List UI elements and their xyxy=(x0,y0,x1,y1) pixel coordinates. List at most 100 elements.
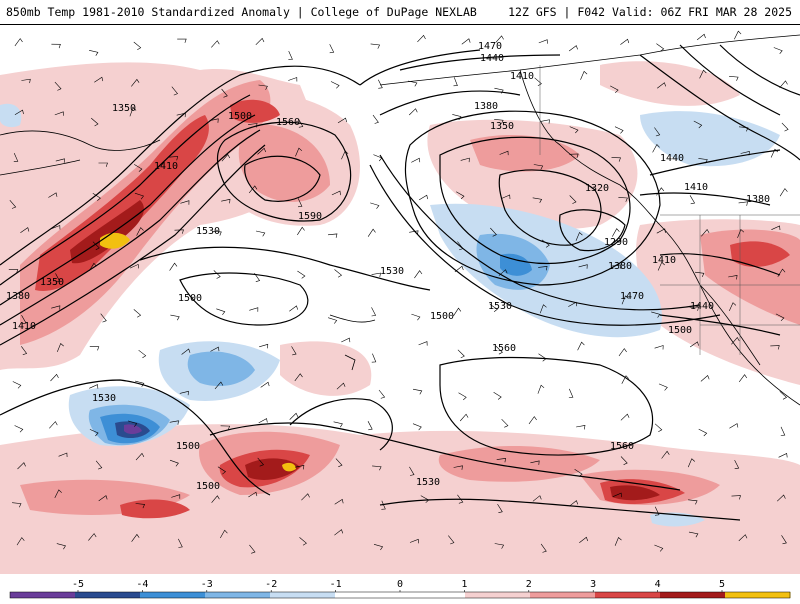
wind-barb xyxy=(779,391,788,400)
wind-barb xyxy=(456,191,465,200)
wind-barb xyxy=(373,154,383,162)
wind-barb xyxy=(577,341,585,351)
wind-barb xyxy=(740,151,750,156)
wind-barb xyxy=(299,537,307,546)
wind-barb xyxy=(179,390,189,396)
wind-barb xyxy=(779,188,788,197)
wind-barb xyxy=(778,453,788,458)
colorbar-tick-label: -2 xyxy=(265,579,277,590)
wind-barb xyxy=(327,233,338,238)
wind-barb xyxy=(569,153,579,158)
wind-barb xyxy=(134,164,143,172)
colorbar-segment xyxy=(660,592,726,598)
wind-barb xyxy=(698,158,708,164)
wind-barb xyxy=(569,126,579,134)
contour-label: 1500 xyxy=(178,293,202,304)
wind-barb xyxy=(537,384,545,394)
wind-barb xyxy=(170,314,180,321)
colorbar-tick-label: -5 xyxy=(72,579,84,590)
wind-barb xyxy=(54,489,62,499)
wind-barb xyxy=(575,231,583,241)
wind-barb xyxy=(770,345,780,350)
wind-barb xyxy=(220,529,228,539)
wind-barb xyxy=(254,273,261,282)
contour-label: 1440 xyxy=(480,53,504,64)
wind-barb xyxy=(12,502,22,508)
wind-barb xyxy=(411,313,421,321)
wind-barb xyxy=(100,313,107,323)
wind-barb xyxy=(781,122,789,132)
contour-label: 1440 xyxy=(690,301,714,312)
contour-label: 1410 xyxy=(12,321,36,332)
wind-barb xyxy=(533,164,544,170)
wind-barb xyxy=(249,307,259,312)
wind-barb xyxy=(497,503,503,513)
wind-barb xyxy=(771,225,781,231)
wind-barb xyxy=(457,241,464,251)
contour-label: 1380 xyxy=(6,291,30,302)
wind-barb xyxy=(20,227,30,234)
colorbar-segment xyxy=(205,592,271,598)
contour-label: 1350 xyxy=(40,277,64,288)
wind-barb xyxy=(612,492,622,498)
wind-barb xyxy=(654,544,664,552)
wind-barb xyxy=(780,426,786,436)
wind-barb xyxy=(656,228,666,234)
wind-barb xyxy=(329,44,335,54)
wind-barb xyxy=(528,416,537,425)
wind-barb xyxy=(98,495,108,502)
wind-barb xyxy=(217,466,227,475)
anomaly-shading-neg5 xyxy=(124,424,142,434)
wind-barb xyxy=(372,114,379,124)
wind-barb xyxy=(734,30,742,40)
wind-barb xyxy=(495,345,503,355)
contour-label: 1530 xyxy=(380,266,404,277)
contour-label: 1410 xyxy=(510,71,534,82)
contour-label: 1560 xyxy=(492,343,516,354)
wind-barb xyxy=(336,382,346,390)
wind-barb xyxy=(221,198,231,204)
wind-barb xyxy=(255,37,265,46)
wind-barb xyxy=(295,465,305,470)
wind-barb xyxy=(289,305,298,312)
wind-barb xyxy=(176,112,186,118)
wind-barb xyxy=(289,412,299,420)
wind-barb xyxy=(335,458,343,468)
wind-barb xyxy=(177,38,187,43)
wind-barb xyxy=(181,348,191,355)
wind-barb xyxy=(540,119,550,124)
wind-barb xyxy=(534,77,542,86)
wind-barb xyxy=(169,262,178,271)
colorbar-tick-label: -1 xyxy=(330,579,342,590)
wind-barb xyxy=(212,231,222,236)
colorbar-segment xyxy=(530,592,596,598)
wind-barb xyxy=(661,450,670,459)
wind-barb xyxy=(89,384,99,389)
wind-barb xyxy=(621,295,629,305)
wind-barb xyxy=(174,229,184,234)
wind-barb xyxy=(773,47,783,54)
wind-barb xyxy=(494,119,504,124)
wind-barb xyxy=(371,307,377,317)
wind-barb xyxy=(461,38,471,45)
wind-barb xyxy=(777,268,786,277)
wind-barb xyxy=(21,346,28,355)
wind-barb xyxy=(699,69,707,79)
wind-barb xyxy=(453,307,462,316)
wind-barb xyxy=(693,120,703,129)
wind-barb xyxy=(651,311,661,318)
colorbar-segment xyxy=(465,592,531,598)
wind-barb xyxy=(89,429,99,437)
wind-barb xyxy=(48,192,58,198)
wind-barb xyxy=(498,269,508,276)
colorbar-tick-labels: -5 -4 -3 -2 -1 0 1 2 3 4 5 xyxy=(72,579,725,592)
wind-barb xyxy=(494,87,504,94)
wind-barb xyxy=(578,264,588,269)
contour-label: 1560 xyxy=(610,441,634,452)
wind-barb xyxy=(738,534,748,542)
wind-barb xyxy=(334,498,344,505)
wind-barb xyxy=(657,261,665,271)
wind-barb xyxy=(408,108,418,116)
wind-barb xyxy=(689,341,699,348)
wind-barb xyxy=(257,457,265,467)
